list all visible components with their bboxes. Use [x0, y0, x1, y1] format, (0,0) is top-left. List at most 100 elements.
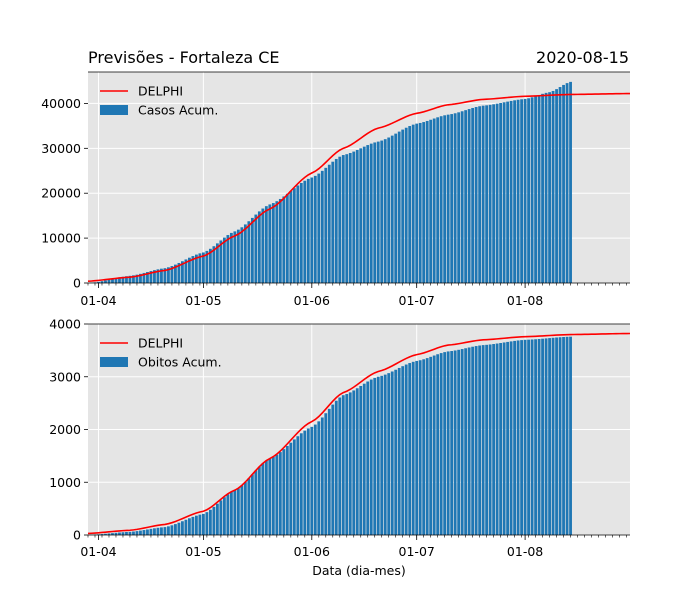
bar — [506, 341, 510, 535]
bar — [139, 273, 142, 283]
bar — [219, 500, 223, 535]
bar — [439, 353, 443, 535]
bar — [565, 83, 569, 284]
bar — [296, 185, 300, 283]
bar — [104, 280, 107, 283]
bar — [485, 105, 489, 283]
bar — [229, 232, 233, 283]
bar — [177, 262, 181, 283]
bar — [212, 246, 216, 283]
bar — [408, 126, 412, 283]
bar — [205, 250, 209, 283]
bar — [264, 206, 268, 283]
bar — [446, 351, 450, 535]
bar — [188, 518, 191, 535]
bar — [499, 103, 503, 283]
y-tick-label: 0 — [73, 528, 81, 543]
bar — [331, 161, 335, 283]
bar — [562, 337, 565, 535]
bar — [387, 373, 391, 535]
bar — [167, 267, 170, 283]
bar — [352, 151, 356, 283]
chart-title: Previsões - Fortaleza CE — [88, 48, 280, 67]
bar — [446, 114, 450, 284]
bar — [229, 491, 233, 535]
bar — [118, 532, 121, 535]
bar — [404, 364, 408, 535]
bar — [467, 109, 471, 283]
bar — [149, 528, 153, 535]
bar — [488, 104, 492, 283]
bar — [509, 100, 513, 284]
bar — [261, 463, 265, 535]
legend-bar-swatch — [100, 357, 128, 367]
bar — [208, 248, 212, 283]
bar — [380, 375, 384, 535]
bar — [156, 269, 160, 283]
bar — [275, 454, 279, 535]
legend-label-bars: Casos Acum. — [138, 103, 218, 118]
bar — [411, 124, 415, 284]
bar — [261, 208, 265, 283]
bar — [541, 338, 544, 535]
bar — [118, 277, 121, 283]
bar — [474, 107, 478, 283]
bar — [317, 421, 321, 535]
bar — [254, 470, 258, 535]
bar — [128, 531, 132, 535]
bar — [443, 352, 447, 535]
bar — [163, 268, 167, 283]
bar — [132, 531, 135, 535]
cases-panel: 0 10000 20000 30000 40000 01-04 01-05 01-06 01-0… — [41, 71, 631, 308]
bar — [425, 120, 429, 283]
bar — [201, 252, 205, 283]
bar — [303, 430, 307, 535]
bar — [142, 530, 146, 535]
bar — [418, 360, 422, 535]
bar — [436, 117, 440, 283]
bar — [257, 466, 261, 535]
bar — [394, 369, 398, 535]
bar — [418, 122, 422, 283]
bar — [429, 356, 433, 535]
bar — [341, 395, 345, 535]
bar — [516, 340, 520, 535]
x-tick-label: 01-06 — [294, 544, 330, 559]
bar — [212, 506, 216, 535]
bar — [111, 278, 114, 283]
bar — [569, 336, 572, 535]
bar — [334, 158, 338, 283]
bar — [478, 106, 482, 284]
bar — [383, 139, 387, 283]
bar — [184, 519, 188, 535]
bar — [104, 533, 107, 535]
bar — [530, 339, 534, 535]
bar — [296, 436, 300, 535]
bar — [170, 266, 174, 283]
bar — [551, 337, 555, 535]
bar — [558, 87, 562, 283]
bar — [348, 153, 352, 283]
bar — [142, 272, 146, 283]
bar — [181, 521, 184, 535]
bar — [380, 140, 384, 283]
bar — [282, 196, 286, 283]
bar — [334, 400, 338, 535]
bar — [299, 433, 303, 535]
bar — [373, 142, 377, 283]
bar — [450, 351, 454, 535]
bar — [236, 488, 240, 535]
bar — [338, 156, 342, 283]
bar — [303, 180, 307, 283]
bar — [457, 112, 461, 283]
bar — [359, 148, 363, 283]
bar — [502, 102, 506, 283]
bar — [373, 377, 377, 535]
bar — [530, 97, 534, 283]
y-tick-label: 40000 — [41, 96, 81, 111]
bar — [551, 90, 555, 284]
x-tick-label: 01-04 — [80, 293, 116, 308]
bar — [292, 439, 296, 535]
bar — [401, 366, 405, 535]
